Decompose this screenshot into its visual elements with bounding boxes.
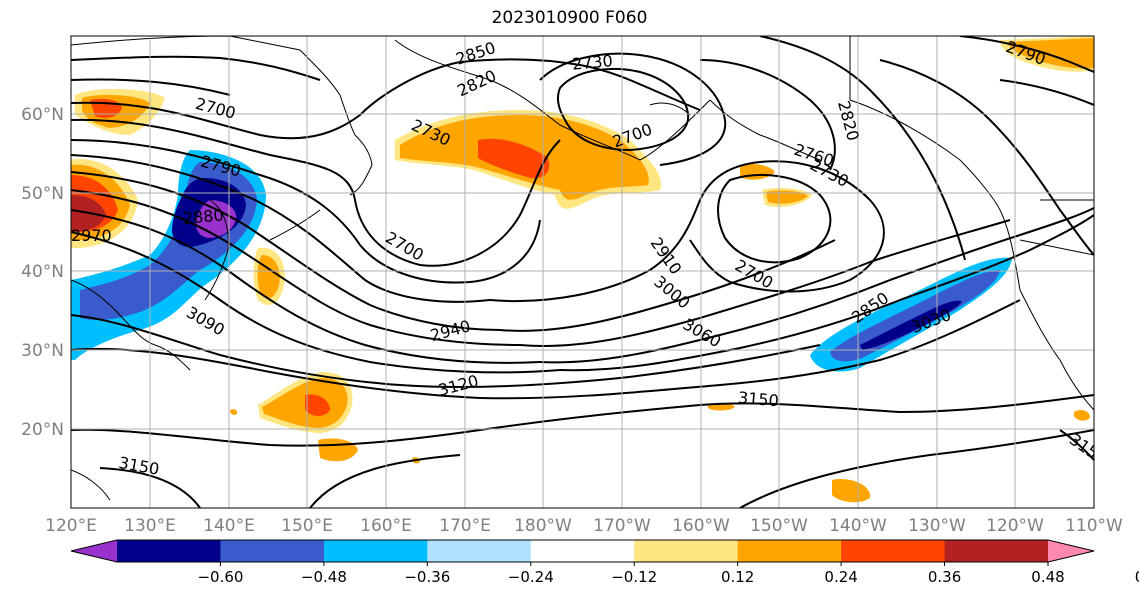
- lon-tick-label: 140°E: [203, 516, 255, 536]
- lon-tick-label: 130°E: [124, 516, 176, 536]
- lon-tick-label: 170°W: [593, 516, 651, 536]
- lat-axis: 60°N 50°N 40°N 30°N 20°N: [21, 105, 64, 440]
- colorbar-extend-min: [71, 540, 117, 562]
- colorbar-swatch: [944, 540, 1049, 562]
- colorbar-swatch: [737, 540, 842, 562]
- lon-axis: 120°E 130°E 140°E 150°E 160°E 170°E 180°…: [45, 516, 1123, 536]
- colorbar-swatch: [220, 540, 325, 562]
- lat-tick-label: 40°N: [21, 262, 64, 282]
- contour-label: 2730: [571, 51, 613, 73]
- colorbar-swatch: [323, 540, 428, 562]
- colorbar-swatch: [841, 540, 946, 562]
- lon-tick-label: 160°E: [360, 516, 412, 536]
- lon-tick-label: 170°E: [439, 516, 491, 536]
- colorbar-extend-max: [1048, 540, 1094, 562]
- map-border: [70, 35, 1095, 509]
- lat-tick-label: 20°N: [21, 420, 64, 440]
- graticule: [71, 36, 1094, 508]
- colorbar-tick-label: −0.24: [508, 568, 554, 586]
- lon-tick-label: 140°W: [829, 516, 887, 536]
- lon-tick-label: 150°E: [281, 516, 333, 536]
- colorbar-tick-label: 0.48: [1031, 568, 1064, 586]
- lon-tick-label: 160°W: [672, 516, 730, 536]
- colorbar-tick-label: 0.24: [824, 568, 857, 586]
- lat-tick-label: 60°N: [21, 105, 64, 125]
- contour-label: 2970: [71, 226, 112, 245]
- colorbar-swatch: [117, 540, 221, 562]
- colorbar-tick-label: 0.12: [721, 568, 754, 586]
- colorbar-swatch: [427, 540, 532, 562]
- colorbar-tick-label: −0.60: [197, 568, 243, 586]
- contour-label: 3150: [737, 388, 779, 410]
- lon-tick-label: 150°W: [750, 516, 808, 536]
- map-title: 2023010900 F060: [491, 8, 648, 28]
- colorbar-tick-label: −0.48: [301, 568, 347, 586]
- colorbar-tick-label: 0.36: [928, 568, 961, 586]
- lon-tick-label: 130°W: [908, 516, 966, 536]
- lon-tick-label: 120°W: [986, 516, 1044, 536]
- colorbar: −0.60 −0.48 −0.36 −0.24 −0.12 0.12 0.24 0.36 0.4…: [70, 539, 1139, 586]
- lon-tick-label: 110°W: [1065, 516, 1123, 536]
- colorbar-swatch: [530, 540, 635, 562]
- height-contours: [71, 36, 1094, 508]
- lon-tick-label: 180°W: [514, 516, 572, 536]
- colorbar-swatch: [634, 540, 739, 562]
- coastlines: [71, 36, 1094, 501]
- contour-label: 2880: [182, 205, 224, 227]
- colorbar-tick-label: −0.12: [611, 568, 657, 586]
- colorbar-outline: [70, 539, 1095, 563]
- colorbar-tick-label: −0.36: [404, 568, 450, 586]
- colorbar-tick-label: 0.60: [1135, 568, 1139, 586]
- lon-tick-label: 120°E: [45, 516, 97, 536]
- lat-tick-label: 50°N: [21, 184, 64, 204]
- lat-tick-label: 30°N: [21, 341, 64, 361]
